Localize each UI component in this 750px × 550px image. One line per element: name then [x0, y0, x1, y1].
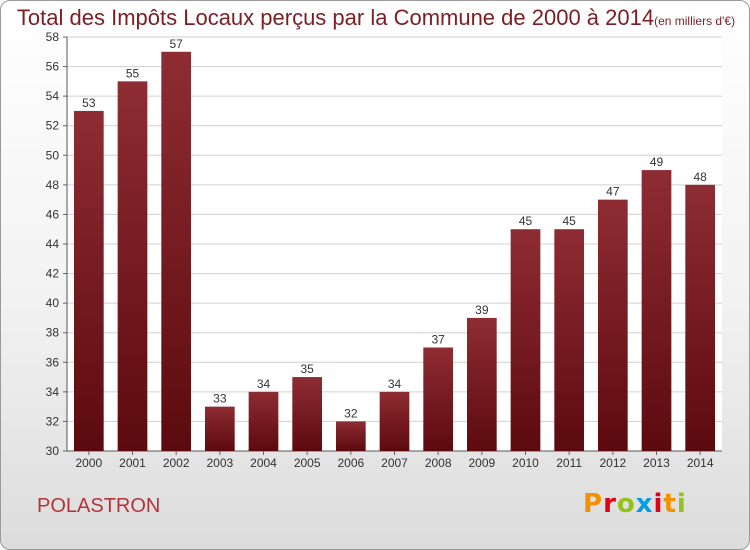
commune-name: POLASTRON — [37, 495, 161, 517]
logo-letter: P — [583, 489, 604, 519]
bar — [423, 347, 454, 451]
x-tick-label: 2010 — [512, 456, 539, 470]
logo-letter: i — [676, 489, 687, 519]
x-tick-label: 2000 — [75, 456, 102, 470]
chart-unit: (en milliers d'€) — [654, 14, 736, 28]
y-tick-label: 32 — [46, 414, 60, 428]
logo-letter: o — [616, 489, 636, 519]
logo-letter: x — [635, 489, 654, 519]
y-tick-label: 54 — [46, 89, 60, 103]
data-label: 32 — [344, 406, 358, 420]
x-tick-label: 2008 — [425, 456, 452, 470]
proxiti-logo: Proxiti — [583, 489, 687, 519]
x-tick-label: 2002 — [163, 456, 190, 470]
y-tick-label: 36 — [46, 355, 60, 369]
y-tick-label: 34 — [46, 385, 60, 399]
logo-letter: t — [663, 489, 677, 519]
bar — [117, 81, 148, 451]
data-label: 39 — [475, 303, 489, 317]
data-label: 55 — [126, 66, 140, 80]
data-label: 33 — [213, 392, 227, 406]
bar — [554, 229, 585, 451]
bar — [204, 406, 235, 451]
data-label: 35 — [300, 362, 314, 376]
bar — [597, 199, 628, 451]
data-label: 53 — [82, 96, 96, 110]
x-tick-label: 2003 — [206, 456, 233, 470]
bar — [379, 391, 410, 451]
data-label: 57 — [169, 37, 183, 51]
bar — [510, 229, 541, 451]
y-tick-label: 40 — [46, 296, 60, 310]
bar — [335, 421, 366, 451]
x-tick-label: 2001 — [119, 456, 146, 470]
chart-title-text: Total des Impôts Locaux perçus par la Co… — [16, 5, 655, 30]
bar — [292, 377, 323, 451]
x-tick-label: 2011 — [556, 456, 582, 470]
x-tick-label: 2004 — [250, 456, 277, 470]
data-label: 47 — [606, 185, 620, 199]
logo-letter: i — [653, 489, 664, 519]
y-tick-label: 38 — [46, 326, 60, 340]
bar — [248, 391, 279, 451]
x-tick-label: 2006 — [337, 456, 364, 470]
chart-title: Total des Impôts Locaux perçus par la Co… — [1, 5, 749, 31]
x-tick-label: 2013 — [643, 456, 670, 470]
data-label: 34 — [257, 377, 271, 391]
y-tick-label: 46 — [46, 207, 60, 221]
data-label: 37 — [431, 333, 445, 347]
y-tick-label: 48 — [46, 178, 60, 192]
y-tick-label: 42 — [46, 267, 60, 281]
bar — [685, 184, 716, 451]
x-tick-label: 2005 — [294, 456, 321, 470]
data-label: 45 — [562, 214, 576, 228]
x-tick-label: 2009 — [468, 456, 495, 470]
x-tick-label: 2012 — [599, 456, 626, 470]
y-tick-label: 52 — [46, 119, 60, 133]
data-label: 49 — [650, 155, 664, 169]
bar — [641, 170, 672, 452]
bar — [73, 110, 104, 451]
bar — [466, 317, 497, 451]
y-tick-label: 56 — [46, 60, 60, 74]
y-tick-label: 30 — [46, 444, 60, 458]
x-tick-label: 2007 — [381, 456, 408, 470]
data-label: 45 — [519, 214, 533, 228]
logo-letter: r — [603, 489, 617, 519]
data-label: 34 — [388, 377, 402, 391]
bar — [161, 51, 192, 452]
y-tick-label: 50 — [46, 148, 60, 162]
data-label: 48 — [693, 170, 707, 184]
y-tick-label: 44 — [46, 237, 60, 251]
y-tick-label: 58 — [46, 30, 60, 44]
x-tick-label: 2014 — [687, 456, 714, 470]
